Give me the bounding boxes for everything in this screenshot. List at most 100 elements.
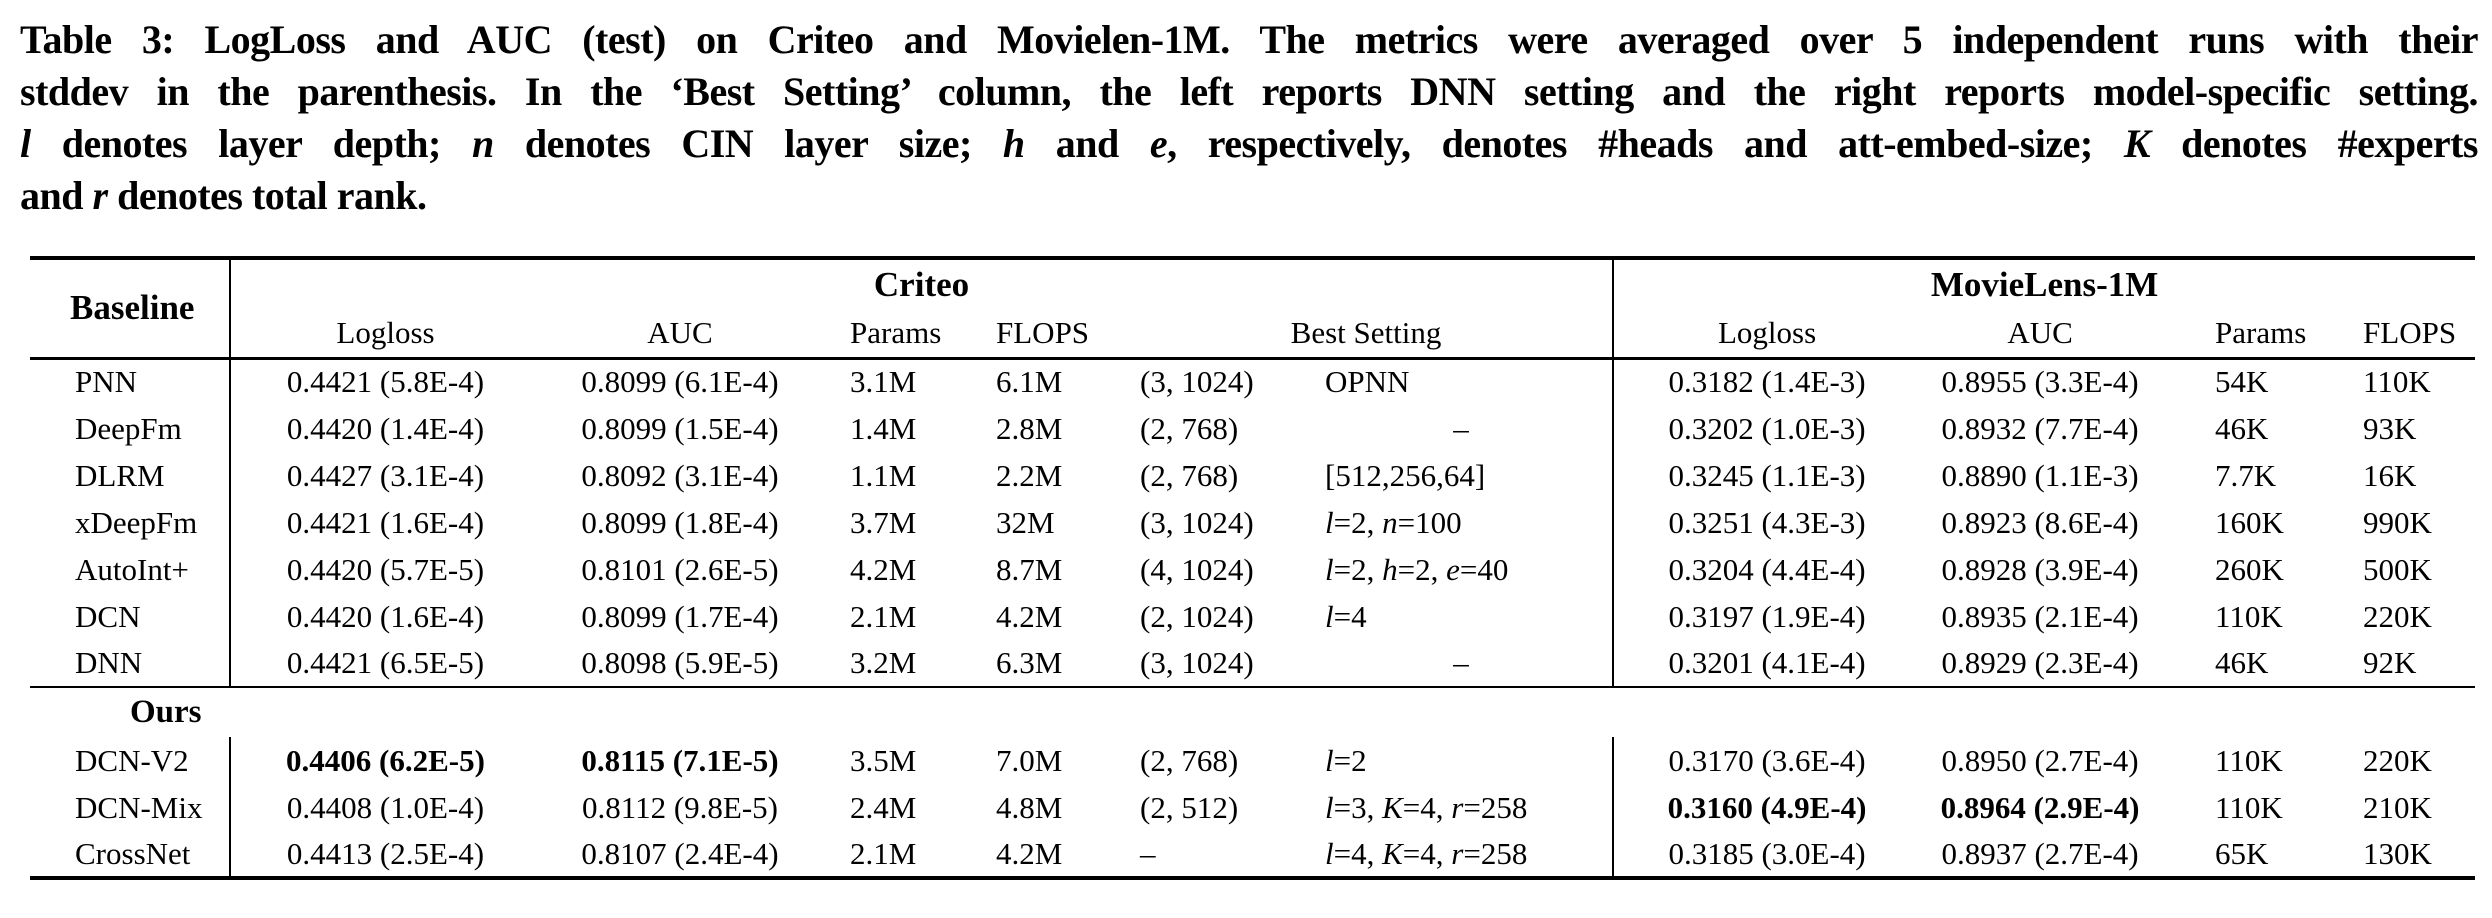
caption-text: Table 3: LogLoss and AUC (test) on Crite… (20, 17, 2479, 62)
cell-criteo-flops: 4.8M (996, 789, 1063, 825)
caption-variable: r (92, 173, 109, 218)
group-header-row: Baseline Criteo MovieLens-1M (30, 258, 2476, 360)
cell-criteo-flops: 4.2M (996, 598, 1063, 634)
cell-criteo-params: 2.1M (850, 598, 917, 634)
setting-variable: h (1382, 551, 1398, 587)
cell-model-name: DLRM (75, 457, 165, 493)
setting-variable: r (1451, 789, 1464, 825)
cell-movielens-auc: 0.8955 (3.3E-4) (1941, 364, 2139, 400)
cell-movielens-logloss: 0.3201 (4.1E-4) (1612, 640, 1921, 687)
cell-criteo-auc: 0.8099 (1.8E-4) (581, 504, 779, 540)
cell-criteo-auc: 0.8099 (6.1E-4) (581, 364, 779, 400)
cell-movielens-logloss: 0.3160 (4.9E-4) (1612, 784, 1921, 831)
cell-criteo-flops: 2.2M (996, 457, 1063, 493)
cell-criteo-auc: 0.8107 (2.4E-4) (581, 835, 779, 871)
cell-movielens-logloss: 0.3251 (4.3E-3) (1612, 499, 1921, 546)
cell-criteo-best-setting: (3, 1024) – (1120, 640, 1613, 687)
table-row: DCN 0.4420 (1.6E-4) 0.8099 (1.7E-4) 2.1M 4.2… (30, 593, 2475, 640)
cell-criteo-params: 2.4M (850, 789, 917, 825)
cell-movielens-logloss: 0.3202 (1.0E-3) (1612, 405, 1921, 452)
cell-movielens-params: 65K (2215, 835, 2269, 871)
column-header-baseline: Baseline (30, 258, 230, 360)
setting-variable: r (1451, 835, 1464, 871)
best-setting-model: l=2, n=100 (1325, 504, 1462, 540)
setting-variable: l (1325, 789, 1334, 825)
table-row: DLRM 0.4427 (3.1E-4) 0.8092 (3.1E-4) 1.1M 2.… (30, 452, 2475, 499)
cell-movielens-logloss: 0.3204 (4.4E-4) (1612, 546, 1921, 593)
cell-criteo-logloss: 0.4421 (5.8E-4) (229, 358, 540, 405)
cell-criteo-best-setting: (4, 1024) l=2, h=2, e=40 (1120, 546, 1613, 593)
cell-criteo-flops: 4.2M (996, 835, 1063, 871)
best-setting-model: l=2 (1325, 742, 1367, 778)
cell-movielens-logloss: 0.3170 (3.6E-4) (1612, 737, 1921, 784)
section-label: Ours (30, 686, 2476, 737)
table-row: xDeepFm 0.4421 (1.6E-4) 0.8099 (1.8E-4) 3.7… (30, 499, 2475, 546)
cell-movielens-flops: 92K (2363, 645, 2417, 680)
cell-movielens-logloss: 0.3245 (1.1E-3) (1612, 452, 1921, 499)
caption-variable: e (1149, 121, 1168, 166)
cell-criteo-params: 4.2M (850, 551, 917, 587)
best-setting-dnn: (3, 1024) (1140, 504, 1254, 540)
cell-movielens-params: 46K (2215, 645, 2269, 680)
cell-movielens-flops: 500K (2363, 551, 2432, 587)
cell-criteo-logloss: 0.4421 (6.5E-5) (229, 640, 540, 687)
cell-movielens-auc: 0.8923 (8.6E-4) (1941, 504, 2139, 540)
cell-movielens-auc: 0.8932 (7.7E-4) (1941, 410, 2139, 446)
caption-variable: l (20, 121, 31, 166)
caption-variable: K (2123, 121, 2151, 166)
cell-movielens-params: 110K (2215, 789, 2283, 825)
cell-movielens-logloss: 0.3185 (3.0E-4) (1612, 831, 1921, 878)
cell-movielens-logloss: 0.3197 (1.9E-4) (1612, 593, 1921, 640)
cell-criteo-params: 3.1M (850, 364, 917, 400)
cell-criteo-params: 3.5M (850, 742, 917, 778)
caption-line: l denotes layer depth; n denotes CIN lay… (20, 118, 2479, 170)
setting-variable: K (1382, 789, 1403, 825)
cell-criteo-auc: 0.8112 (9.8E-5) (581, 789, 778, 825)
cell-model-name: DCN-Mix (75, 789, 203, 825)
caption-text: and (20, 173, 93, 218)
best-setting-dnn: (2, 1024) (1140, 598, 1254, 634)
best-setting-dnn: (4, 1024) (1140, 551, 1254, 587)
best-setting-dnn: (2, 512) (1140, 789, 1239, 825)
setting-variable: l (1325, 598, 1334, 634)
table-figure: Table 3: LogLoss and AUC (test) on Crite… (0, 14, 2492, 880)
table-body: PNN 0.4421 (5.8E-4) 0.8099 (6.1E-4) 3.1M 6.1… (30, 358, 2476, 878)
cell-model-name: AutoInt+ (75, 551, 189, 587)
cell-criteo-logloss: 0.4420 (1.6E-4) (229, 593, 540, 640)
cell-movielens-flops: 130K (2363, 835, 2432, 871)
cell-movielens-auc: 0.8964 (2.9E-4) (1940, 789, 2140, 825)
best-setting-model: – (1453, 645, 1469, 680)
cell-model-name: xDeepFm (75, 504, 198, 540)
cell-criteo-flops: 32M (996, 504, 1055, 540)
setting-variable: n (1382, 504, 1398, 540)
cell-movielens-flops: 210K (2363, 789, 2432, 825)
best-setting-model: l=3, K=4, r=258 (1325, 789, 1528, 825)
results-table: Baseline Criteo MovieLens-1M Logloss AUC… (30, 256, 2476, 880)
cell-model-name: CrossNet (75, 835, 191, 871)
cell-criteo-flops: 6.3M (996, 645, 1063, 680)
cell-criteo-auc: 0.8099 (1.7E-4) (581, 598, 779, 634)
best-setting-model: l=4 (1325, 598, 1367, 634)
column-header-movielens-logloss: Logloss (1612, 310, 1921, 360)
cell-criteo-params: 3.7M (850, 504, 917, 540)
cell-movielens-params: 260K (2215, 551, 2284, 587)
cell-movielens-auc: 0.8937 (2.7E-4) (1941, 835, 2139, 871)
table-row: CrossNet 0.4413 (2.5E-4) 0.8107 (2.4E-4) 2.… (30, 831, 2475, 878)
table-row: DeepFm 0.4420 (1.4E-4) 0.8099 (1.5E-4) 1.4M… (30, 405, 2475, 452)
best-setting-model: – (1453, 410, 1469, 446)
best-setting-dnn: (2, 768) (1140, 457, 1239, 493)
column-header-criteo-auc: AUC (540, 310, 820, 360)
cell-criteo-flops: 8.7M (996, 551, 1063, 587)
cell-movielens-auc: 0.8950 (2.7E-4) (1941, 742, 2139, 778)
best-setting-dnn: (3, 1024) (1140, 645, 1254, 680)
caption-text: denotes total rank. (107, 173, 427, 218)
cell-model-name: DCN (75, 598, 141, 634)
best-setting-model: l=4, K=4, r=258 (1325, 835, 1528, 871)
column-header-criteo-params: Params (820, 310, 975, 360)
best-setting-model: l=2, h=2, e=40 (1325, 551, 1509, 587)
cell-movielens-params: 110K (2215, 742, 2283, 778)
best-setting-dnn: (3, 1024) (1140, 364, 1254, 400)
cell-criteo-auc: 0.8092 (3.1E-4) (581, 457, 779, 493)
caption-text: and (1024, 121, 1150, 166)
cell-criteo-best-setting: (2, 768) – (1120, 405, 1613, 452)
